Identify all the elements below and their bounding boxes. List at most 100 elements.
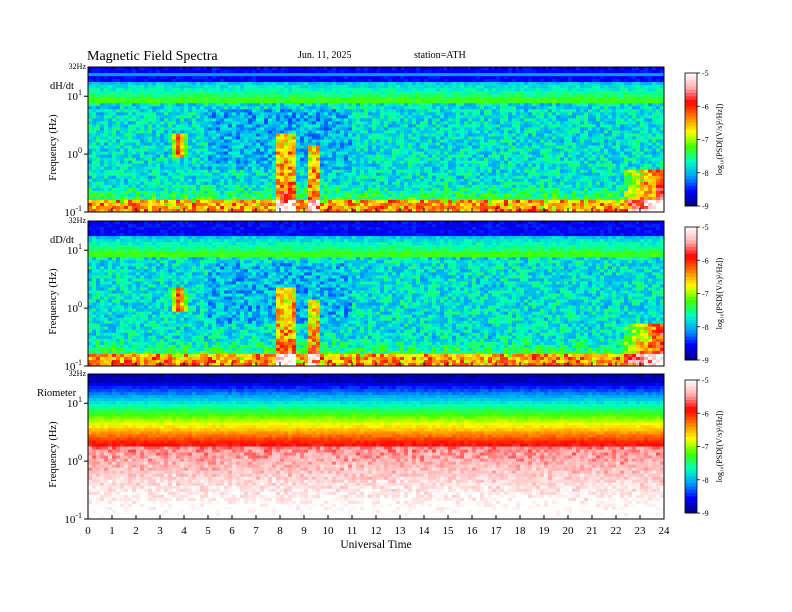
spectrogram-cell bbox=[320, 112, 325, 116]
spectrogram-cell bbox=[252, 169, 257, 174]
spectrogram-cell bbox=[460, 157, 465, 162]
spectrogram-cell bbox=[196, 121, 201, 125]
spectrogram-cell bbox=[228, 181, 233, 186]
spectrogram-cell bbox=[276, 121, 281, 125]
spectrogram-cell bbox=[400, 157, 405, 162]
spectrogram-cell bbox=[340, 112, 345, 116]
spectrogram-cell bbox=[492, 139, 497, 143]
spectrogram-cell bbox=[244, 124, 249, 128]
spectrogram-cell bbox=[308, 109, 313, 113]
spectrogram-cell bbox=[476, 100, 481, 104]
spectrogram-cell bbox=[204, 193, 209, 198]
spectrogram-cell bbox=[248, 109, 253, 113]
spectrogram-cell bbox=[176, 142, 181, 146]
spectrogram-cell bbox=[424, 82, 429, 86]
spectrogram-cell bbox=[264, 199, 269, 204]
spectrogram-cell bbox=[388, 178, 393, 183]
spectrogram-cell bbox=[216, 178, 221, 183]
spectrogram-cell bbox=[380, 193, 385, 198]
spectrogram-cell bbox=[464, 85, 469, 89]
spectrogram-cell bbox=[428, 115, 433, 119]
spectrogram-cell bbox=[232, 193, 237, 198]
spectrogram-cell bbox=[472, 142, 477, 146]
spectrogram-cell bbox=[152, 139, 157, 143]
spectrogram-cell bbox=[136, 136, 141, 140]
spectrogram-cell bbox=[288, 76, 293, 80]
spectrogram-cell bbox=[268, 154, 273, 159]
spectrogram-cell bbox=[296, 157, 301, 162]
spectrogram-cell bbox=[388, 190, 393, 195]
spectrogram-cell bbox=[384, 169, 389, 174]
spectrogram-cell bbox=[396, 130, 401, 134]
spectrogram-cell bbox=[364, 154, 369, 159]
spectrogram-cell bbox=[444, 106, 449, 110]
spectrogram-cell bbox=[160, 130, 165, 134]
spectrogram-cell bbox=[356, 178, 361, 183]
spectrogram-cell bbox=[116, 121, 121, 125]
spectrogram-cell bbox=[320, 151, 325, 155]
spectrogram-cell bbox=[332, 91, 337, 95]
spectrogram-cell bbox=[184, 172, 189, 177]
spectrogram-cell bbox=[124, 163, 129, 168]
spectrogram-cell bbox=[148, 88, 153, 92]
spectrogram-cell bbox=[436, 196, 441, 201]
spectrogram-cell bbox=[88, 124, 93, 128]
spectrogram-cell bbox=[340, 127, 345, 131]
spectrogram-cell bbox=[128, 190, 133, 195]
spectrogram-cell bbox=[244, 121, 249, 125]
spectrogram-cell bbox=[144, 172, 149, 177]
spectrogram-cell bbox=[300, 202, 305, 207]
spectrogram-cell bbox=[144, 106, 149, 110]
spectrogram-cell bbox=[424, 127, 429, 131]
spectrogram-cell bbox=[176, 136, 181, 140]
spectrogram-cell bbox=[340, 94, 345, 98]
spectrogram-cell bbox=[428, 136, 433, 140]
spectrogram-cell bbox=[384, 100, 389, 104]
spectrogram-cell bbox=[228, 91, 233, 95]
spectrogram-cell bbox=[180, 76, 185, 80]
spectrogram-cell bbox=[372, 151, 377, 155]
spectrogram-cell bbox=[104, 115, 109, 119]
spectrogram-cell bbox=[264, 184, 269, 189]
spectrogram-cell bbox=[156, 166, 161, 171]
spectrogram-cell bbox=[468, 73, 473, 77]
spectrogram-cell bbox=[304, 172, 309, 177]
spectrogram-cell bbox=[104, 73, 109, 77]
spectrogram-cell bbox=[496, 76, 501, 80]
spectrogram-cell bbox=[132, 67, 137, 71]
spectrogram-cell bbox=[288, 184, 293, 189]
spectrogram-cell bbox=[136, 82, 141, 86]
spectrogram-cell bbox=[272, 109, 277, 113]
spectrogram-cell bbox=[212, 169, 217, 174]
spectrogram-cell bbox=[360, 163, 365, 168]
spectrogram-cell bbox=[336, 109, 341, 113]
spectrogram-cell bbox=[300, 181, 305, 186]
spectrogram-cell bbox=[448, 190, 453, 195]
spectrogram-cell bbox=[128, 181, 133, 186]
spectrogram-cell bbox=[148, 145, 153, 149]
spectrogram-cell bbox=[500, 160, 505, 165]
spectrogram-cell bbox=[144, 82, 149, 86]
spectrogram-cell bbox=[456, 139, 461, 143]
spectrogram-cell bbox=[400, 124, 405, 128]
spectrogram-cell bbox=[212, 82, 217, 86]
spectrogram-cell bbox=[136, 115, 141, 119]
spectrogram-cell bbox=[288, 127, 293, 131]
spectrogram-cell bbox=[212, 124, 217, 128]
spectrogram-cell bbox=[132, 136, 137, 140]
spectrogram-cell bbox=[192, 124, 197, 128]
spectrogram-cell bbox=[340, 145, 345, 149]
spectrogram-cell bbox=[400, 121, 405, 125]
spectrogram-cell bbox=[140, 106, 145, 110]
spectrogram-cell bbox=[316, 160, 321, 165]
spectrogram-cell bbox=[108, 106, 113, 110]
spectrogram-cell bbox=[244, 181, 249, 186]
spectrogram-cell bbox=[172, 169, 177, 174]
spectrogram-cell bbox=[220, 85, 225, 89]
spectrogram-cell bbox=[464, 67, 469, 71]
spectrogram-cell bbox=[400, 133, 405, 137]
spectrogram-cell bbox=[492, 136, 497, 140]
spectrogram-cell bbox=[268, 169, 273, 174]
spectrogram-cell bbox=[200, 76, 205, 80]
spectrogram-cell bbox=[204, 88, 209, 92]
